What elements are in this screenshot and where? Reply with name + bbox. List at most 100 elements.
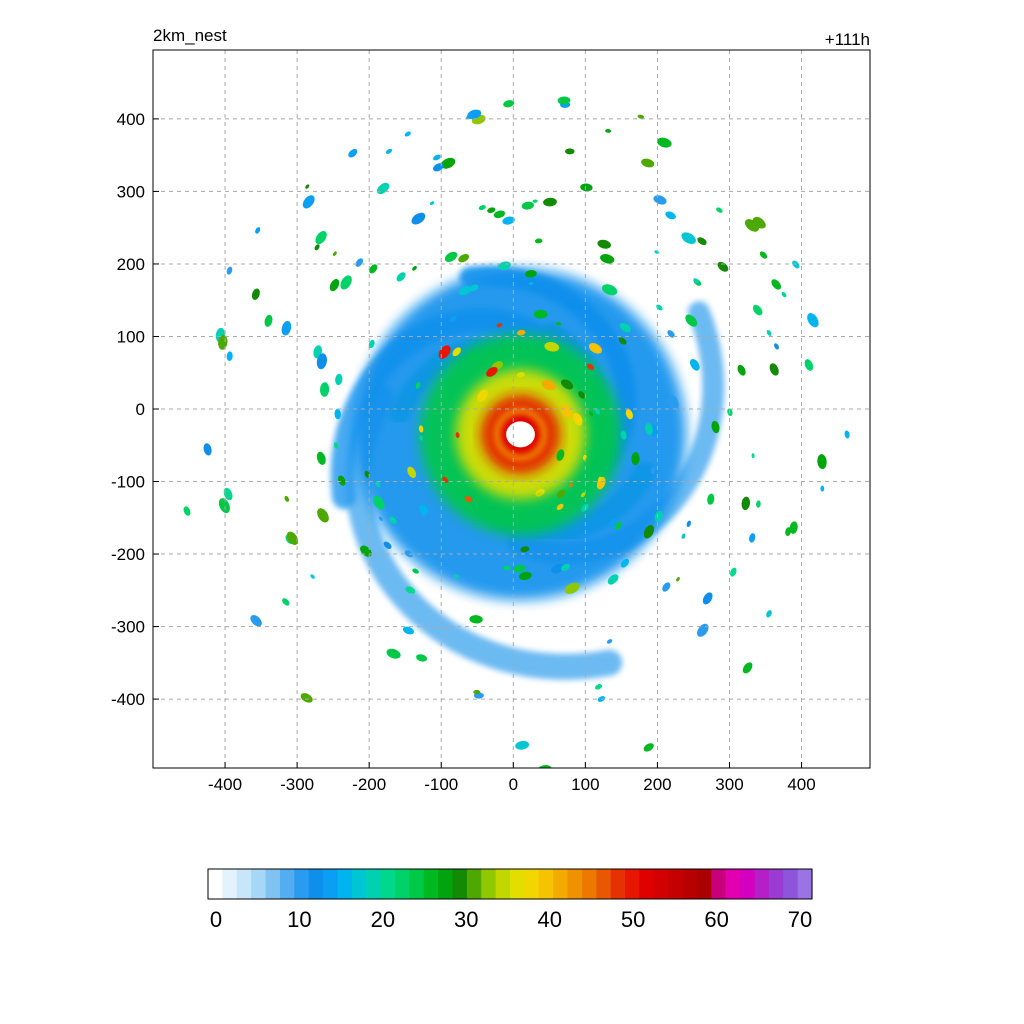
convective-cell — [300, 693, 313, 703]
x-tick-label: -400 — [208, 775, 242, 794]
convective-cell — [702, 592, 713, 605]
convective-cell — [792, 260, 800, 269]
convective-cell — [641, 158, 655, 168]
colorbar-tick-label: 30 — [454, 907, 478, 932]
convective-cell — [662, 582, 671, 592]
convective-cell — [620, 430, 627, 440]
colorbar-segment — [740, 869, 756, 899]
colorbar-segment — [251, 869, 267, 899]
colorbar-segment — [380, 869, 396, 899]
colorbar-segment — [610, 869, 626, 899]
convective-cell — [595, 408, 600, 415]
convective-cell — [543, 197, 557, 207]
y-tick-label: -300 — [111, 618, 145, 637]
convective-cell — [569, 483, 573, 488]
convective-cell — [566, 300, 582, 311]
convective-cell — [226, 351, 233, 361]
colorbar-tick-label: 20 — [371, 907, 395, 932]
convective-cell — [557, 96, 571, 105]
colorbar-segment — [495, 869, 511, 899]
convective-cell — [586, 363, 594, 370]
convective-cell — [752, 304, 763, 316]
colorbar-segment — [768, 869, 784, 899]
convective-cell — [493, 210, 506, 219]
convective-cell — [580, 183, 593, 192]
convective-cell — [656, 137, 672, 148]
convective-cell — [284, 495, 290, 502]
convective-cell — [250, 614, 262, 627]
convective-cell — [502, 216, 515, 225]
colorbar-tick-label: 50 — [621, 907, 645, 932]
convective-cell — [606, 639, 613, 644]
convective-cell — [496, 323, 503, 328]
convective-cell — [444, 251, 458, 262]
convective-cell — [286, 531, 299, 545]
convective-cell — [807, 313, 819, 328]
convective-cell — [385, 148, 393, 154]
colorbar-segment — [639, 869, 655, 899]
convective-cell — [513, 564, 526, 573]
colorbar-segment — [366, 869, 382, 899]
colorbar-tick-label: 60 — [704, 907, 728, 932]
convective-cell — [469, 284, 479, 292]
convective-cell — [521, 201, 534, 210]
x-tick-label: 400 — [787, 775, 815, 794]
convective-cell — [412, 265, 417, 271]
convective-cell — [556, 489, 566, 499]
colorbar-segment — [222, 869, 238, 899]
convective-cell — [467, 109, 482, 120]
convective-cell — [255, 227, 261, 234]
convective-cell — [429, 201, 435, 205]
convective-cell — [607, 574, 619, 585]
colorbar-segment — [351, 869, 367, 899]
colorbar: 0 10 20 30 40 50 60 70 — [207, 868, 813, 932]
convective-cell — [601, 284, 618, 296]
convective-cell — [730, 567, 737, 577]
convective-cell — [450, 315, 457, 322]
colorbar-segment — [797, 869, 813, 899]
convective-cell — [203, 443, 212, 456]
convective-cell — [766, 329, 772, 336]
convective-cell — [588, 342, 602, 354]
colorbar-tick-label: 40 — [537, 907, 561, 932]
convective-cell — [183, 506, 191, 516]
convective-cell — [756, 500, 761, 508]
convective-cell — [396, 272, 406, 282]
convective-cell — [697, 237, 707, 246]
convective-cell — [368, 339, 375, 349]
convective-cell — [281, 320, 292, 336]
colorbar-segment — [423, 869, 439, 899]
y-tick-label: 300 — [117, 182, 145, 201]
colorbar-segment — [754, 869, 770, 899]
convective-cell — [751, 453, 755, 458]
convective-cell — [528, 282, 534, 286]
y-tick-label: 0 — [136, 400, 145, 419]
convective-cell — [618, 337, 627, 345]
convective-cell — [817, 454, 827, 470]
convective-cell — [717, 261, 729, 272]
convective-cell — [653, 195, 667, 205]
convective-cell — [375, 481, 381, 488]
convective-cell — [820, 485, 825, 492]
panel-title-right: +111h — [825, 30, 870, 49]
convective-cell — [781, 291, 787, 298]
convective-cell — [334, 408, 341, 420]
convective-cell — [744, 219, 760, 232]
convective-cell — [468, 353, 475, 360]
convective-cell — [741, 496, 751, 511]
convective-cell — [654, 510, 663, 522]
colorbar-segment — [481, 869, 497, 899]
convective-cell — [637, 114, 645, 119]
x-tick-label: -100 — [424, 775, 458, 794]
convective-cell — [516, 329, 526, 336]
convective-cell — [319, 382, 330, 397]
colorbar-segment — [653, 869, 669, 899]
colorbar-segment — [581, 869, 597, 899]
colorbar-segment — [538, 869, 554, 899]
convective-cell — [418, 504, 429, 515]
convective-cell — [337, 475, 346, 486]
convective-cell — [667, 394, 679, 411]
convective-cell — [572, 412, 583, 426]
convective-cell — [766, 610, 772, 618]
